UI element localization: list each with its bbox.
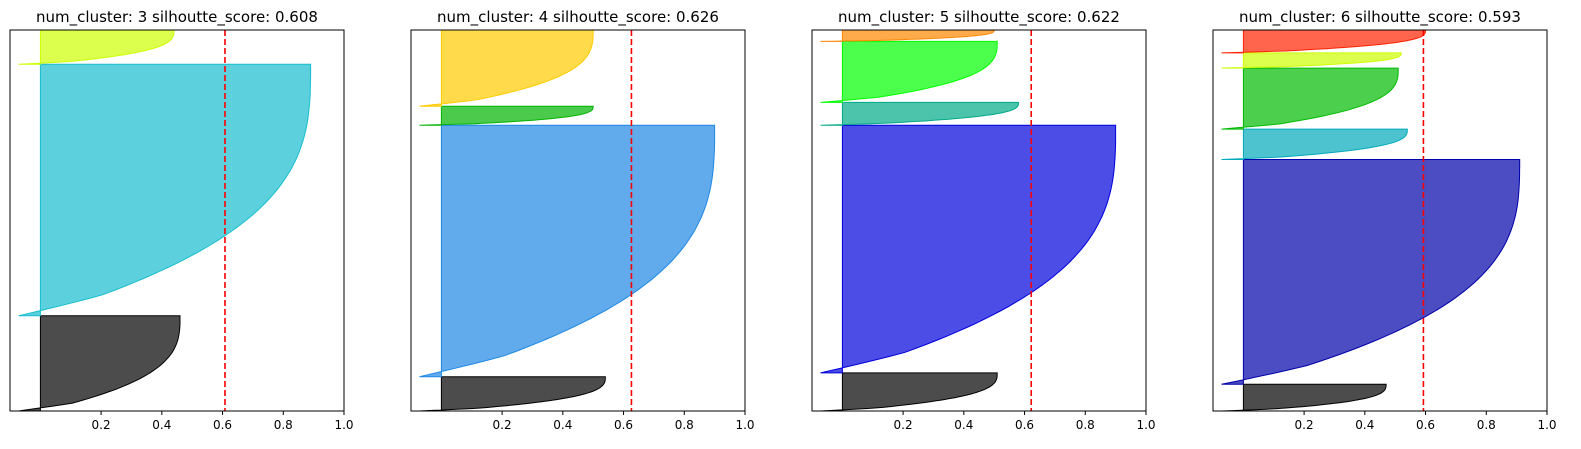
cluster-5-silhouette <box>1221 30 1426 54</box>
cluster-0-silhouette <box>419 376 606 411</box>
x-tick-label: 0.6 <box>1015 418 1034 432</box>
cluster-1-silhouette <box>820 124 1117 374</box>
x-tick-label: 1.0 <box>735 418 754 432</box>
x-tick-label: 0.4 <box>152 418 171 432</box>
axes-frame <box>9 29 345 412</box>
x-tick-label: 0.6 <box>213 418 232 432</box>
x-tick-label: 0.8 <box>1477 418 1496 432</box>
x-tick-label: 0.8 <box>675 418 694 432</box>
x-tick-label: 0.2 <box>1295 418 1314 432</box>
x-tick-label: 0.2 <box>493 418 512 432</box>
cluster-0-silhouette <box>18 315 181 411</box>
x-tick-label: 0.8 <box>274 418 293 432</box>
x-tick-label: 0.4 <box>954 418 973 432</box>
cluster-4-silhouette <box>1221 52 1402 69</box>
silhouette-panel-5: num_cluster: 5 silhoutte_score: 0.622 0.2… <box>811 8 1156 432</box>
cluster-0-silhouette <box>1221 383 1387 411</box>
cluster-2-silhouette <box>1221 128 1408 160</box>
cluster-2-silhouette <box>419 105 594 126</box>
x-tick-label: 0.6 <box>1416 418 1435 432</box>
x-tick-label: 0.4 <box>1355 418 1374 432</box>
silhouette-panel-3: num_cluster: 3 silhoutte_score: 0.608 0.2… <box>9 8 354 432</box>
cluster-3-silhouette <box>419 30 594 107</box>
silhouette-panel-6: num_cluster: 6 silhoutte_score: 0.593 0.2… <box>1212 8 1557 432</box>
axes-frame <box>410 29 746 412</box>
axes-frame <box>1212 29 1548 412</box>
panel-title: num_cluster: 3 silhoutte_score: 0.608 <box>36 8 318 27</box>
x-tick-label: 0.6 <box>614 418 633 432</box>
x-tick-label: 1.0 <box>1136 418 1155 432</box>
panel-title: num_cluster: 5 silhoutte_score: 0.622 <box>838 8 1120 27</box>
x-tick-label: 1.0 <box>1537 418 1556 432</box>
plot-area <box>1221 30 1521 411</box>
cluster-1-silhouette <box>419 124 716 378</box>
cluster-4-silhouette <box>820 30 995 42</box>
plot-area <box>419 30 716 411</box>
panel-title: num_cluster: 6 silhoutte_score: 0.593 <box>1239 8 1521 27</box>
plot-area <box>820 30 1117 411</box>
panel-title: num_cluster: 4 silhoutte_score: 0.626 <box>437 8 719 27</box>
cluster-2-silhouette <box>820 101 1019 126</box>
cluster-3-silhouette <box>820 40 998 103</box>
x-tick-label: 1.0 <box>334 418 353 432</box>
axes-frame <box>811 29 1147 412</box>
cluster-0-silhouette <box>820 372 998 411</box>
x-tick-label: 0.8 <box>1076 418 1095 432</box>
cluster-3-silhouette <box>1221 67 1399 130</box>
cluster-1-silhouette <box>1221 159 1521 385</box>
cluster-2-silhouette <box>18 30 175 65</box>
plot-area <box>18 30 312 411</box>
x-tick-label: 0.4 <box>553 418 572 432</box>
x-tick-label: 0.2 <box>894 418 913 432</box>
cluster-1-silhouette <box>18 63 312 317</box>
x-tick-label: 0.2 <box>92 418 111 432</box>
silhouette-panel-4: num_cluster: 4 silhoutte_score: 0.626 0.2… <box>410 8 755 432</box>
